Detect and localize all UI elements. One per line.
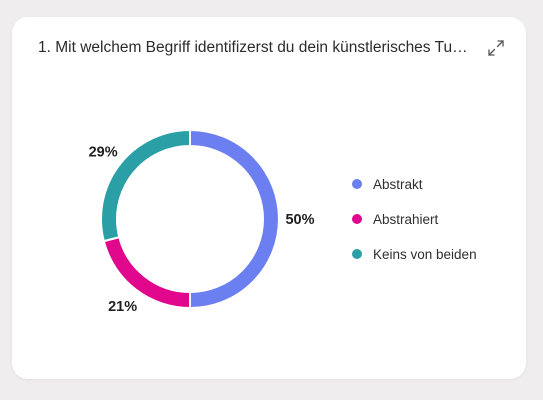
chart-legend: Abstrakt Abstrahiert Keins von beiden xyxy=(352,175,477,280)
legend-label: Keins von beiden xyxy=(373,246,477,262)
legend-item-abstrahiert[interactable]: Abstrahiert xyxy=(352,210,477,228)
legend-item-abstrakt[interactable]: Abstrakt xyxy=(352,175,477,193)
donut-value-labels: 50% 21% 29% xyxy=(89,145,315,315)
donut-slice-keins-von-beiden[interactable] xyxy=(100,128,191,243)
donut-chart: 50% 21% 29% xyxy=(89,128,315,315)
legend-label: Abstrahiert xyxy=(373,211,439,227)
legend-swatch xyxy=(352,249,362,259)
expand-button[interactable] xyxy=(486,38,506,58)
donut-slice-abstrakt[interactable] xyxy=(189,128,280,310)
expand-arrows-icon xyxy=(488,40,504,56)
legend-swatch xyxy=(352,214,362,224)
slice-value-label: 50% xyxy=(285,212,314,228)
slice-value-label: 21% xyxy=(108,299,137,315)
donut-slices xyxy=(100,128,280,310)
legend-label: Abstrakt xyxy=(373,176,423,192)
slice-value-label: 29% xyxy=(89,145,118,161)
question-card: 1. Mit welchem Begriff identifizerst du … xyxy=(12,17,526,379)
legend-swatch xyxy=(352,179,362,189)
donut-slice-abstrahiert[interactable] xyxy=(102,235,191,310)
legend-item-keins-von-beiden[interactable]: Keins von beiden xyxy=(352,245,477,263)
